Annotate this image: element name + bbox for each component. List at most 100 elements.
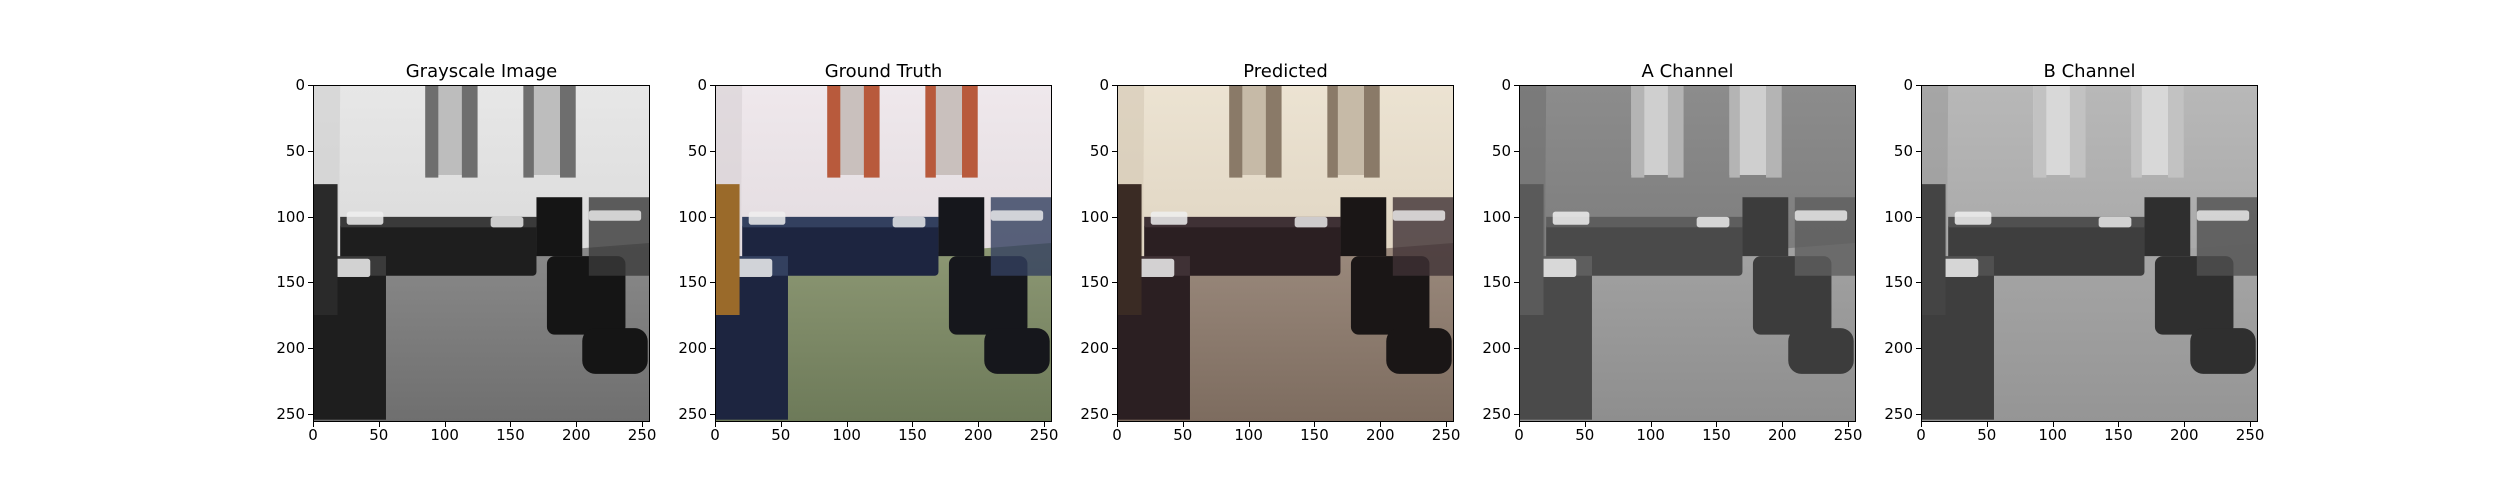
- y-tick-mark: [710, 150, 715, 152]
- y-tick-mark: [1514, 85, 1519, 86]
- panel-bchan: B Channel: [1881, 0, 2298, 500]
- y-tick-mark: [308, 414, 313, 416]
- y-tick-mark: [308, 85, 313, 86]
- x-tick-mark: [510, 422, 512, 427]
- panel-title: Grayscale Image: [405, 61, 558, 82]
- y-tick-label: 0: [1099, 76, 1109, 94]
- x-tick-label: 0: [1112, 426, 1122, 444]
- x-tick-mark: [642, 422, 644, 427]
- y-tick-mark: [1916, 85, 1921, 86]
- x-tick-label: 200: [1767, 426, 1797, 444]
- y-tick-label: 200: [1884, 339, 1913, 358]
- x-tick-label: 250: [1431, 426, 1461, 444]
- y-tick-label: 250: [1884, 405, 1913, 424]
- y-tick-label: 150: [276, 273, 305, 292]
- y-tick-label: 200: [1080, 339, 1109, 358]
- y-tick-mark: [1112, 348, 1117, 350]
- x-tick-mark: [1921, 422, 1922, 427]
- panel-title: Predicted: [1243, 61, 1328, 82]
- y-tick-mark: [308, 216, 313, 218]
- x-tick-mark: [1314, 422, 1316, 427]
- y-tick-mark: [1514, 282, 1519, 284]
- x-tick-label: 100: [1234, 426, 1263, 444]
- x-tick-label: 100: [2038, 426, 2067, 444]
- x-tick-label: 50: [1575, 426, 1595, 444]
- x-tick-label: 0: [710, 426, 720, 444]
- x-tick-label: 250: [1029, 426, 1059, 444]
- x-tick-mark: [1446, 422, 1448, 427]
- x-tick-mark: [1519, 422, 1520, 427]
- x-tick-label: 150: [1702, 426, 1731, 444]
- x-tick-label: 150: [2104, 426, 2133, 444]
- panel-truth: Ground Truth: [675, 0, 1092, 500]
- y-tick-mark: [710, 348, 715, 350]
- x-tick-label: 200: [963, 426, 993, 444]
- x-tick-label: 250: [627, 426, 657, 444]
- y-tick-label: 200: [1482, 339, 1511, 358]
- y-tick-label: 50: [687, 141, 707, 160]
- y-tick-mark: [1112, 85, 1117, 86]
- x-tick-mark: [313, 422, 314, 427]
- x-tick-label: 50: [1173, 426, 1193, 444]
- x-tick-mark: [2118, 422, 2120, 427]
- x-tick-mark: [1848, 422, 1850, 427]
- x-tick-mark: [1716, 422, 1718, 427]
- y-tick-label: 100: [276, 207, 305, 226]
- x-tick-mark: [1117, 422, 1118, 427]
- x-tick-label: 250: [1833, 426, 1863, 444]
- y-tick-label: 150: [1884, 273, 1913, 292]
- scene-image: [1520, 86, 1855, 421]
- y-tick-label: 0: [697, 76, 707, 94]
- x-tick-mark: [1182, 422, 1184, 427]
- x-tick-mark: [1782, 422, 1784, 427]
- scene-image: [314, 86, 649, 421]
- x-tick-mark: [378, 422, 380, 427]
- x-tick-label: 250: [2235, 426, 2265, 444]
- y-tick-label: 200: [678, 339, 707, 358]
- x-tick-label: 100: [832, 426, 861, 444]
- y-tick-label: 150: [1080, 273, 1109, 292]
- y-tick-mark: [1112, 216, 1117, 218]
- y-tick-mark: [308, 348, 313, 350]
- y-tick-mark: [1916, 348, 1921, 350]
- y-tick-label: 100: [1080, 207, 1109, 226]
- y-tick-label: 200: [276, 339, 305, 358]
- y-tick-label: 0: [295, 76, 305, 94]
- x-tick-label: 50: [1977, 426, 1997, 444]
- y-tick-label: 100: [678, 207, 707, 226]
- x-tick-mark: [1044, 422, 1046, 427]
- y-tick-mark: [1112, 414, 1117, 416]
- image-axes: [1921, 85, 2258, 422]
- x-tick-mark: [978, 422, 980, 427]
- y-tick-label: 50: [285, 141, 305, 160]
- image-axes: [1519, 85, 1856, 422]
- x-tick-label: 150: [898, 426, 927, 444]
- x-tick-mark: [1380, 422, 1382, 427]
- y-tick-mark: [1112, 150, 1117, 152]
- x-tick-label: 100: [1636, 426, 1665, 444]
- x-tick-label: 200: [561, 426, 591, 444]
- y-tick-mark: [308, 282, 313, 284]
- x-tick-mark: [912, 422, 914, 427]
- y-tick-mark: [1514, 414, 1519, 416]
- x-tick-label: 0: [308, 426, 318, 444]
- x-tick-label: 200: [2169, 426, 2199, 444]
- y-tick-mark: [710, 85, 715, 86]
- panel-title: A Channel: [1641, 61, 1734, 82]
- y-tick-mark: [1916, 216, 1921, 218]
- x-tick-mark: [2184, 422, 2186, 427]
- panel-gray: Grayscale Image: [273, 0, 690, 500]
- x-tick-label: 50: [369, 426, 389, 444]
- image-axes: [715, 85, 1052, 422]
- x-tick-mark: [576, 422, 578, 427]
- y-tick-label: 100: [1482, 207, 1511, 226]
- x-tick-mark: [715, 422, 716, 427]
- y-tick-label: 0: [1501, 76, 1511, 94]
- y-tick-mark: [710, 414, 715, 416]
- x-tick-mark: [2052, 422, 2054, 427]
- panel-title: Ground Truth: [824, 61, 943, 82]
- y-tick-mark: [1514, 150, 1519, 152]
- y-tick-mark: [1514, 216, 1519, 218]
- image-axes: [1117, 85, 1454, 422]
